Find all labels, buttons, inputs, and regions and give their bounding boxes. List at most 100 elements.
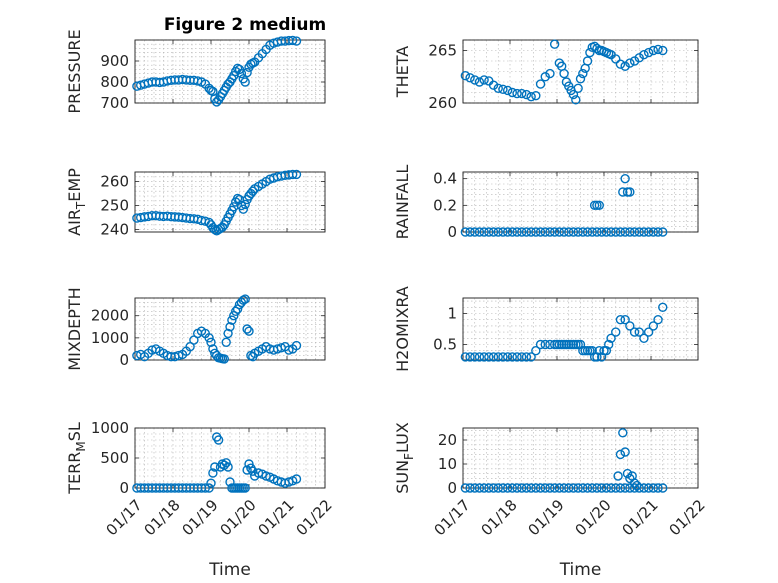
- data-point: [606, 333, 616, 343]
- y-axis-label: AIRTEMP: [65, 168, 88, 236]
- data-series: [132, 432, 302, 493]
- data-point: [470, 352, 480, 362]
- data-point: [559, 227, 569, 237]
- data-point: [596, 227, 607, 237]
- data-point: [601, 227, 612, 237]
- axes-frame: [462, 171, 699, 233]
- data-point: [465, 352, 475, 362]
- data-point: [517, 352, 527, 362]
- y-tick-label: 260: [100, 173, 129, 191]
- x-tick-label: 01/22: [292, 496, 335, 539]
- x-tick-label: 01/20: [571, 496, 614, 539]
- data-point: [643, 327, 654, 337]
- data-point: [615, 449, 626, 460]
- data-point: [244, 326, 254, 336]
- data-series: [132, 35, 302, 107]
- data-point: [526, 91, 536, 102]
- data-point: [554, 483, 565, 493]
- data-point: [634, 327, 644, 337]
- data-point: [620, 447, 630, 457]
- data-point: [564, 483, 574, 493]
- data-point: [474, 352, 485, 362]
- data-point: [240, 199, 250, 210]
- data-point: [507, 227, 518, 237]
- data-point: [585, 47, 595, 58]
- data-point: [206, 337, 216, 347]
- data-point: [658, 45, 668, 56]
- data-point: [484, 227, 494, 237]
- axes-frame: [134, 297, 326, 361]
- data-point: [653, 227, 663, 237]
- data-series: [132, 169, 302, 236]
- subplot-6: 0.5 1 H2OMIXRA: [393, 286, 699, 372]
- data-point: [288, 35, 298, 46]
- data-point: [248, 466, 258, 476]
- data-point: [639, 333, 649, 343]
- data-point: [488, 483, 499, 493]
- data-point: [573, 83, 583, 94]
- data-point: [498, 483, 508, 493]
- data-point: [587, 483, 597, 493]
- data-point: [618, 428, 628, 438]
- data-point: [521, 227, 532, 237]
- x-tick-label: 01/21: [254, 496, 297, 539]
- data-point: [465, 483, 475, 493]
- data-point: [225, 322, 235, 332]
- y-axis-label: SUNFLUX: [393, 422, 416, 494]
- subplot-3: 240 250 260 AIRTEMP: [65, 168, 326, 239]
- data-point: [521, 483, 532, 493]
- axes-box: [462, 171, 699, 233]
- y-tick-label: 250: [100, 197, 129, 215]
- data-point: [606, 227, 616, 237]
- data-point: [479, 352, 489, 362]
- data-point: [611, 483, 621, 493]
- data-point: [596, 352, 607, 362]
- data-point: [653, 315, 663, 325]
- data-point: [200, 483, 211, 493]
- data-point: [653, 483, 663, 493]
- axes-frame: [462, 39, 699, 104]
- data-point: [223, 462, 233, 472]
- data-point: [465, 73, 475, 83]
- data-point: [625, 187, 635, 197]
- data-point: [470, 227, 480, 237]
- y-tick-label: 20: [438, 431, 457, 449]
- data-point: [601, 483, 612, 493]
- x-tick-label: 01/19: [524, 496, 567, 539]
- data-point: [596, 483, 607, 493]
- data-point: [653, 44, 663, 55]
- data-point: [248, 186, 258, 196]
- x-tick-label: 01/19: [178, 496, 221, 539]
- data-point: [620, 173, 630, 184]
- data-point: [526, 227, 536, 237]
- data-point: [625, 473, 635, 484]
- data-point: [465, 227, 475, 237]
- data-point: [488, 227, 499, 237]
- x-tick-label: 01/17: [430, 496, 473, 539]
- y-tick-label: 500: [100, 449, 129, 467]
- data-point: [545, 68, 555, 79]
- x-tick-label: 01/22: [665, 496, 708, 539]
- data-point: [204, 333, 214, 343]
- data-point: [622, 468, 633, 479]
- subplot-8: 0 10 20 01/17 01/18 01/19 01/20 01/21 01/22 Time S…: [393, 422, 709, 580]
- data-point: [238, 295, 249, 305]
- y-tick-label: 2000: [91, 307, 129, 325]
- data-point: [573, 483, 583, 493]
- data-point: [604, 339, 614, 350]
- data-point: [587, 227, 597, 237]
- axes-frame: [462, 427, 699, 489]
- subplot-grid: 700 800 900 PRESSURE 260 265 THETA 240 250 260 AIR…: [65, 29, 709, 580]
- data-point: [221, 337, 231, 347]
- x-tick-label: 01/17: [102, 496, 145, 539]
- data-point: [498, 352, 508, 362]
- data-point: [592, 352, 602, 362]
- data-point: [658, 483, 668, 493]
- data-point: [606, 483, 616, 493]
- data-point: [208, 468, 218, 478]
- data-point: [531, 90, 541, 101]
- data-point: [634, 53, 644, 63]
- data-point: [219, 354, 230, 364]
- data-point: [568, 89, 579, 100]
